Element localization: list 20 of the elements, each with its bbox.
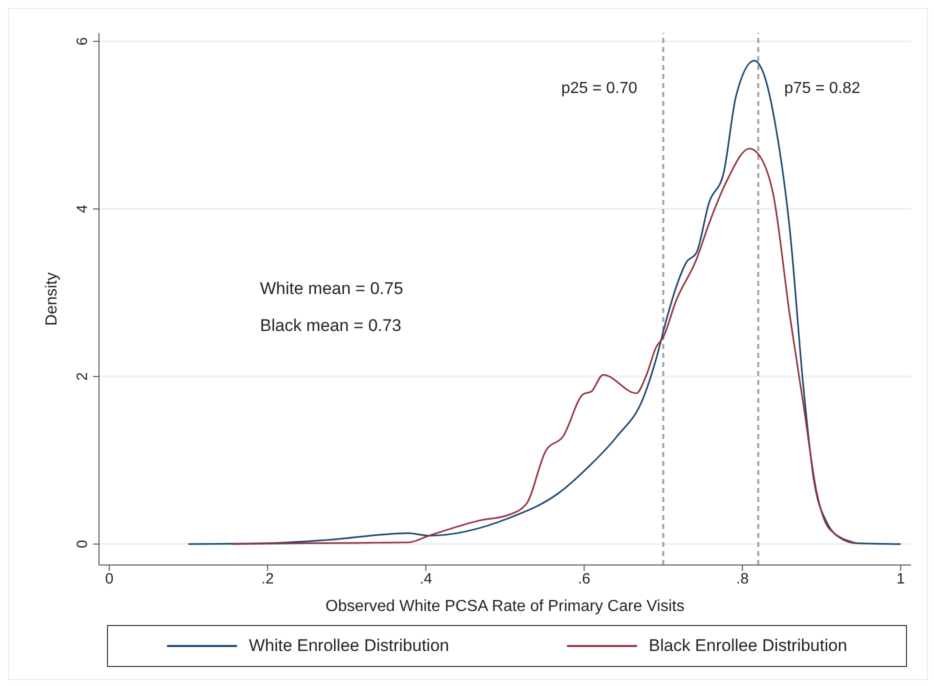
x-tick-label: .8 <box>736 570 749 588</box>
ref-line-label: p75 = 0.82 <box>784 80 860 97</box>
legend-label: Black Enrollee Distribution <box>648 636 848 656</box>
y-tick-label: 0 <box>74 540 91 548</box>
annotation: Black mean = 0.73 <box>260 316 402 336</box>
line-series <box>188 60 902 545</box>
annotation: White mean = 0.75 <box>260 279 404 299</box>
y-tick-label: 6 <box>74 37 91 46</box>
line-series <box>231 148 858 545</box>
y-tick-label: 2 <box>74 372 91 381</box>
ref-line-label: p25 = 0.70 <box>561 80 638 97</box>
x-tick-label: 0 <box>105 570 114 588</box>
x-tick-label: .2 <box>261 570 274 588</box>
y-tick-label: 4 <box>74 204 91 214</box>
y-axis-title: Density <box>44 272 61 326</box>
x-axis-title: Observed White PCSA Rate of Primary Care Visits <box>326 598 684 615</box>
legend-label: White Enrollee Distribution <box>248 636 450 656</box>
x-tick-label: .4 <box>420 570 432 588</box>
x-tick-label: 1 <box>896 570 905 588</box>
x-tick-label: .6 <box>578 570 590 588</box>
